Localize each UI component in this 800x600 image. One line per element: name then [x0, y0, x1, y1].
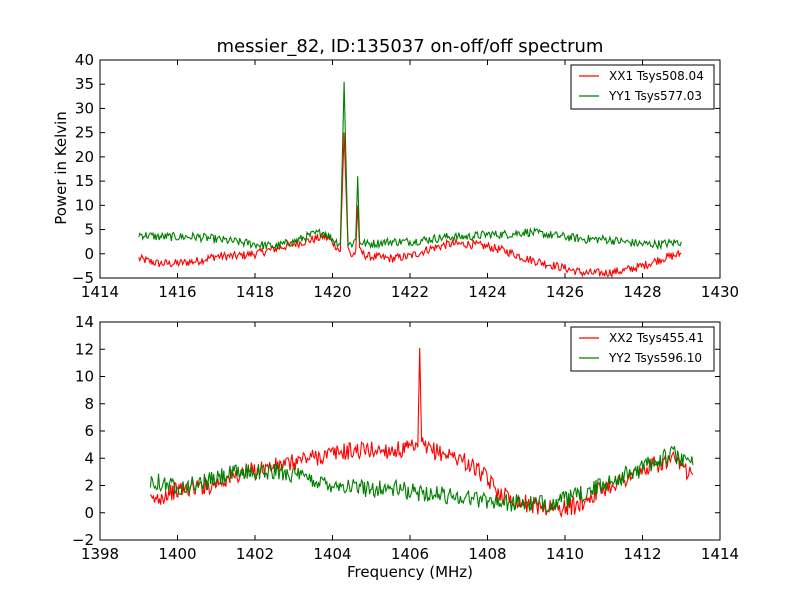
- bottom-x-tick-label: 1402: [236, 545, 274, 563]
- bottom-x-tick-label: 1412: [623, 545, 661, 563]
- bottom-x-tick-label: 1400: [158, 545, 196, 563]
- bottom-x-tick-label: 1410: [546, 545, 584, 563]
- top-x-tick-label: 1414: [81, 283, 119, 301]
- bottom-x-tick-label: 1406: [391, 545, 429, 563]
- top-x-tick-label: 1422: [391, 283, 429, 301]
- bottom-y-tick-label: 2: [84, 477, 94, 495]
- bottom-panel: Frequency (MHz) 1398 1400 1402 1404 1406 1408…: [72, 313, 739, 581]
- top-legend-box: [570, 64, 715, 110]
- bottom-y-tick-label: 4: [84, 449, 94, 467]
- top-title: messier_82, ID:135037 on-off/off spectru…: [217, 36, 604, 57]
- top-y-tick-label: 35: [75, 75, 94, 93]
- top-x-tick-label: 1418: [236, 283, 274, 301]
- bottom-y-tick-label: −2: [72, 531, 94, 549]
- bottom-x-tick-label: 1398: [81, 545, 119, 563]
- bottom-y-tick-label: 0: [84, 504, 94, 522]
- top-x-tick-label: 1430: [701, 283, 739, 301]
- top-ylabel: Power in Kelvin: [52, 111, 70, 225]
- top-legend-label-yy1: YY1 Tsys577.03: [608, 89, 702, 103]
- top-y-tick-label: −5: [72, 269, 94, 287]
- bottom-legend: XX2 Tsys455.41 YY2 Tsys596.10: [570, 326, 715, 372]
- bottom-y-tick-label: 6: [84, 422, 94, 440]
- top-legend-label-xx1: XX1 Tsys508.04: [609, 69, 704, 83]
- top-series-line-1: [138, 132, 682, 278]
- top-y-tick-label: 25: [75, 124, 94, 142]
- top-x-tick-label: 1424: [468, 283, 506, 301]
- bottom-y-tick-label: 12: [75, 340, 94, 358]
- bottom-y-tick-label: 14: [75, 313, 94, 331]
- bottom-x-tick-label: 1414: [701, 545, 739, 563]
- top-y-tick-label: 5: [84, 221, 94, 239]
- bottom-x-tick-label: 1408: [468, 545, 506, 563]
- top-panel: messier_82, ID:135037 on-off/off spectru…: [52, 36, 739, 301]
- bottom-y-tick-label: 8: [84, 395, 94, 413]
- top-x-tick-label: 1428: [623, 283, 661, 301]
- top-y-tick-label: 0: [84, 245, 94, 263]
- top-y-tick-label: 30: [75, 99, 94, 117]
- top-y-tick-label: 40: [75, 51, 94, 69]
- bottom-legend-label-yy2: YY2 Tsys596.10: [608, 351, 702, 365]
- bottom-legend-box: [570, 326, 715, 372]
- bottom-xlabel: Frequency (MHz): [347, 563, 473, 581]
- top-series-line-2: [138, 81, 682, 251]
- top-x-tick-label: 1426: [546, 283, 584, 301]
- top-x-tick-label: 1416: [158, 283, 196, 301]
- top-y-tick-label: 10: [75, 196, 94, 214]
- bottom-x-tick-label: 1404: [313, 545, 351, 563]
- top-x-tick-label: 1420: [313, 283, 351, 301]
- bottom-legend-label-xx2: XX2 Tsys455.41: [609, 331, 704, 345]
- bottom-y-tick-label: 10: [75, 368, 94, 386]
- top-legend: XX1 Tsys508.04 YY1 Tsys577.03: [570, 64, 715, 110]
- top-y-tick-label: 20: [75, 148, 94, 166]
- top-y-tick-label: 15: [75, 172, 94, 190]
- bottom-series-line-2: [149, 445, 694, 513]
